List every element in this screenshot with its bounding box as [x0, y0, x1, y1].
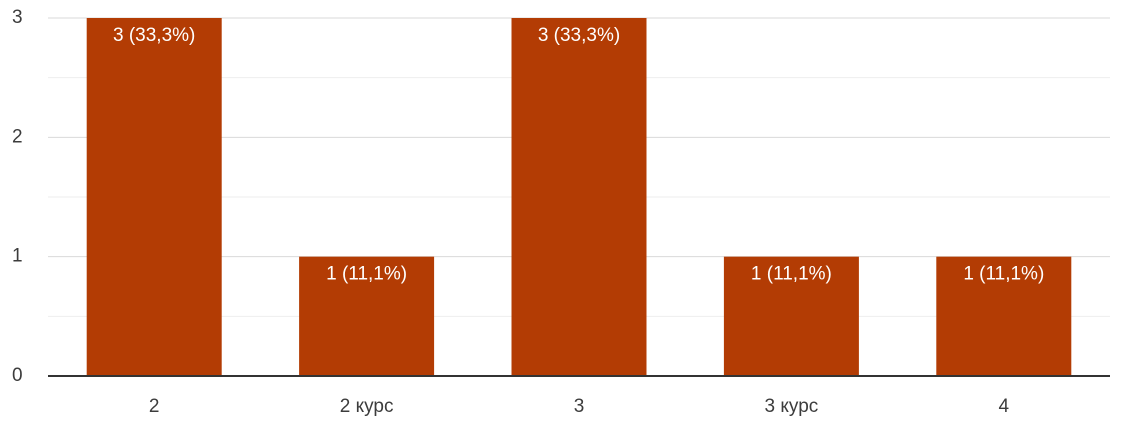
y-axis-ticks: 0 1 2 3 — [12, 7, 23, 386]
x-axis-tick-labels: 2 2 курс 3 3 курс 4 — [149, 396, 1010, 417]
bar — [936, 256, 1072, 376]
x-tick-label: 2 курс — [340, 396, 394, 417]
y-tick-label: 2 — [12, 126, 23, 147]
y-tick-label: 3 — [12, 7, 23, 28]
bar — [299, 256, 435, 376]
bar — [723, 256, 859, 376]
y-tick-label: 0 — [12, 365, 23, 386]
bar — [86, 18, 222, 376]
bar-data-label: 3 (33,3%) — [538, 25, 620, 46]
bars — [86, 18, 1072, 376]
x-tick-label: 3 — [574, 396, 585, 417]
bar — [511, 18, 647, 376]
bar-data-label: 3 (33,3%) — [113, 25, 195, 46]
bar-data-label: 1 (11,1%) — [326, 264, 407, 285]
bar-data-label: 1 (11,1%) — [963, 264, 1044, 285]
x-tick-label: 4 — [999, 396, 1010, 417]
bar-data-labels: 3 (33,3%) 1 (11,1%) 3 (33,3%) 1 (11,1%) 1 (1… — [113, 25, 1044, 285]
bar-data-label: 1 (11,1%) — [751, 264, 832, 285]
x-tick-label: 2 — [149, 396, 160, 417]
y-tick-label: 1 — [12, 246, 23, 267]
x-tick-label: 3 курс — [765, 396, 819, 417]
